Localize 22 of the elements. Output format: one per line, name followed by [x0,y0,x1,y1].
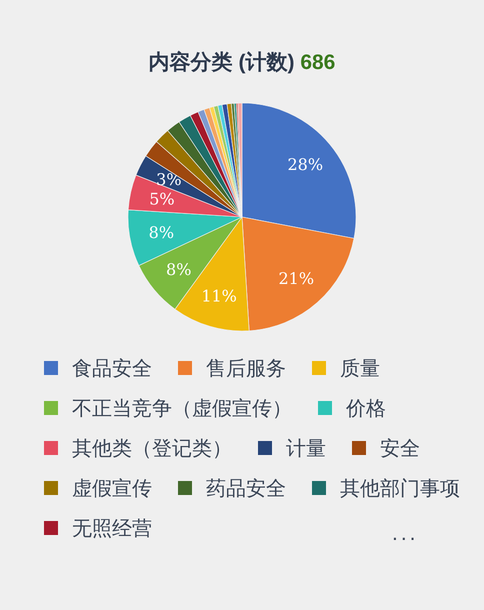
legend-label: 质量 [340,356,380,382]
legend-label: 其他部门事项 [340,476,460,502]
chart-subtitle: 686 [300,51,336,74]
data-label: 5% [149,190,175,209]
data-label: 21% [278,269,314,288]
data-label: 28% [287,155,324,174]
legend-label: 计量 [286,436,326,462]
legend-label: 不正当竞争（虚假宣传） [72,396,292,422]
legend-label: 食品安全 [72,356,152,382]
legend-label: 售后服务 [206,356,286,382]
data-label: 8% [166,260,192,279]
legend-label: 其他类（登记类） [72,436,232,462]
legend-label: 安全 [380,436,420,462]
legend-label: 药品安全 [206,476,286,502]
legend-label: 虚假宣传 [72,476,152,502]
data-label: 3% [156,170,182,190]
data-label: 8% [148,222,174,242]
chart-title: 内容分类 (计数) [148,51,294,74]
text: ... [392,522,419,546]
legend-label: 无照经营 [72,516,152,542]
legend-label: 价格 [346,396,386,422]
data-label: 11% [201,286,237,306]
